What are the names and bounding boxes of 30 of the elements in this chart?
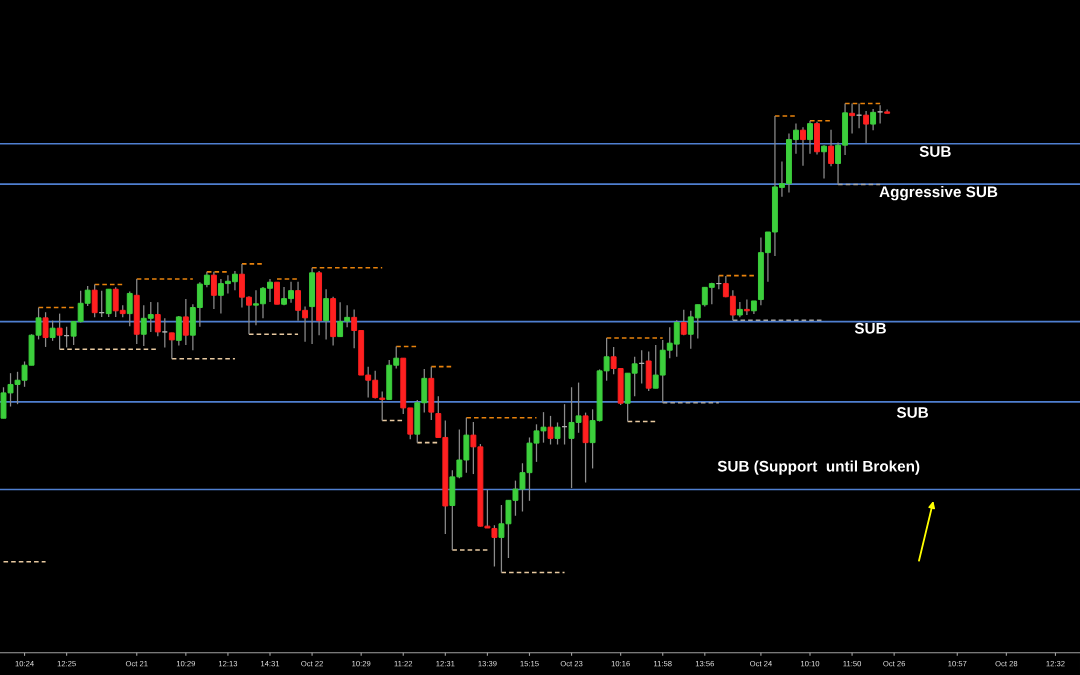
candlestick bbox=[168, 332, 175, 360]
candlestick bbox=[547, 415, 554, 446]
candlestick bbox=[154, 301, 161, 337]
candlestick bbox=[175, 315, 182, 347]
ref-line-label: SUB bbox=[919, 146, 951, 157]
ref-line-label: SUB (Support until Broken) bbox=[717, 460, 920, 475]
candlestick bbox=[161, 317, 168, 349]
candlestick bbox=[877, 104, 884, 125]
candlestick bbox=[182, 298, 189, 346]
candlestick bbox=[274, 281, 280, 305]
candlestick bbox=[800, 126, 806, 167]
candlestick bbox=[554, 421, 561, 446]
candlestick bbox=[743, 298, 750, 316]
ref-line-label: SUB bbox=[896, 407, 929, 418]
candlestick bbox=[807, 120, 813, 155]
candlestick bbox=[210, 271, 217, 310]
candlestick bbox=[91, 283, 98, 318]
candlestick bbox=[828, 129, 834, 167]
candlestick bbox=[323, 288, 330, 341]
ref-line-label: Aggressive SUB bbox=[879, 185, 998, 201]
candlestick bbox=[849, 102, 856, 135]
candlestick bbox=[680, 309, 687, 336]
candlestick bbox=[863, 110, 870, 144]
candlestick bbox=[49, 320, 56, 342]
candlestick bbox=[56, 312, 63, 350]
candlestick bbox=[821, 144, 827, 180]
ref-line-label: SUB bbox=[854, 322, 886, 334]
candlestick bbox=[42, 311, 49, 348]
candlestick bbox=[870, 108, 877, 131]
candlestick bbox=[126, 290, 133, 327]
